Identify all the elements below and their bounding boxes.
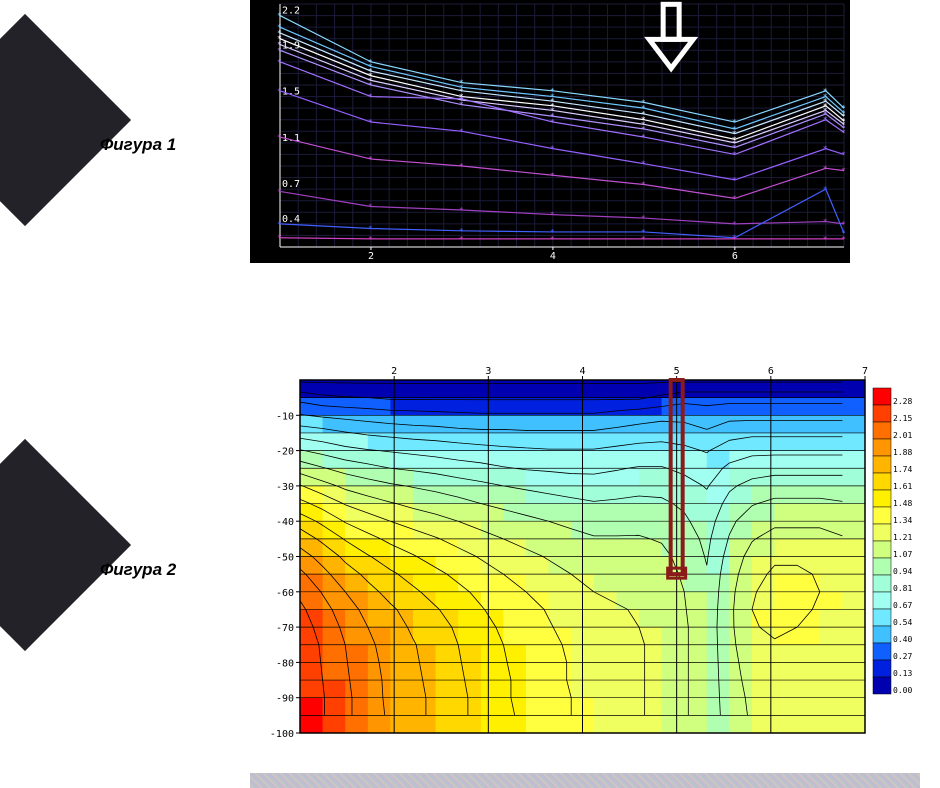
svg-text:*: * <box>550 118 555 127</box>
svg-text:1.74: 1.74 <box>893 465 912 474</box>
svg-text:*: * <box>368 224 373 233</box>
svg-text:2.01: 2.01 <box>893 431 912 440</box>
svg-text:*: * <box>277 234 282 243</box>
svg-text:*: * <box>732 176 737 185</box>
svg-text:-20: -20 <box>276 447 294 458</box>
svg-text:*: * <box>277 58 282 67</box>
svg-text:2.2: 2.2 <box>282 6 300 17</box>
svg-text:-50: -50 <box>276 553 294 564</box>
svg-text:*: * <box>550 145 555 154</box>
svg-text:-90: -90 <box>276 694 294 705</box>
svg-text:*: * <box>823 164 828 173</box>
chart-fig2: 2 3 4 5 6 7 -10 -20 -30 -40 -50 -60 -70 -80 -90 -100 2.2… <box>255 360 925 745</box>
svg-text:*: * <box>732 220 737 229</box>
svg-text:*: * <box>841 128 846 137</box>
svg-text:*: * <box>823 116 828 125</box>
svg-text:*: * <box>459 206 464 215</box>
svg-text:2.28: 2.28 <box>893 397 912 406</box>
svg-text:1.07: 1.07 <box>893 550 912 559</box>
pointer-fig1 <box>0 14 131 226</box>
svg-text:*: * <box>459 127 464 136</box>
svg-text:*: * <box>459 162 464 171</box>
noise-strip <box>250 773 920 788</box>
chart-fig1: 0.40.71.11.51.92.2246*******************… <box>250 0 850 263</box>
svg-text:*: * <box>550 171 555 180</box>
svg-text:-30: -30 <box>276 482 294 493</box>
svg-text:2.15: 2.15 <box>893 414 912 423</box>
svg-text:*: * <box>277 46 282 55</box>
svg-text:*: * <box>459 235 464 244</box>
svg-text:*: * <box>641 160 646 169</box>
svg-text:1.61: 1.61 <box>893 482 912 491</box>
svg-text:1.34: 1.34 <box>893 516 912 525</box>
svg-text:7: 7 <box>862 366 868 377</box>
label-fig2: Фигура 2 <box>100 560 176 580</box>
svg-text:*: * <box>368 235 373 244</box>
svg-text:*: * <box>550 211 555 220</box>
svg-text:3: 3 <box>485 366 491 377</box>
svg-text:2: 2 <box>368 251 374 262</box>
svg-text:*: * <box>277 87 282 96</box>
svg-text:*: * <box>823 145 828 154</box>
svg-text:*: * <box>277 133 282 142</box>
svg-text:*: * <box>823 218 828 227</box>
svg-text:*: * <box>841 167 846 176</box>
svg-text:0.67: 0.67 <box>893 601 912 610</box>
svg-text:*: * <box>823 185 828 194</box>
svg-text:0.54: 0.54 <box>893 618 912 627</box>
svg-text:0.27: 0.27 <box>893 652 912 661</box>
svg-text:*: * <box>823 235 828 244</box>
svg-text:*: * <box>732 235 737 244</box>
svg-text:1.88: 1.88 <box>893 448 912 457</box>
svg-text:*: * <box>368 81 373 90</box>
svg-text:*: * <box>841 150 846 159</box>
svg-text:-100: -100 <box>270 729 294 740</box>
svg-text:*: * <box>459 95 464 104</box>
svg-text:*: * <box>277 12 282 21</box>
svg-text:-70: -70 <box>276 623 294 634</box>
svg-text:*: * <box>368 155 373 164</box>
svg-text:6: 6 <box>732 251 738 262</box>
svg-text:-80: -80 <box>276 658 294 669</box>
svg-text:*: * <box>550 235 555 244</box>
svg-text:*: * <box>368 118 373 127</box>
pointer-fig2 <box>0 439 131 651</box>
svg-text:*: * <box>841 235 846 244</box>
svg-text:0.4: 0.4 <box>282 214 300 225</box>
svg-text:0.40: 0.40 <box>893 635 912 644</box>
svg-text:*: * <box>277 187 282 196</box>
svg-text:0.81: 0.81 <box>893 584 912 593</box>
svg-text:1.48: 1.48 <box>893 499 912 508</box>
svg-text:*: * <box>732 150 737 159</box>
svg-text:0.13: 0.13 <box>893 669 912 678</box>
svg-text:*: * <box>641 133 646 142</box>
svg-text:*: * <box>641 235 646 244</box>
svg-text:4: 4 <box>580 366 586 377</box>
svg-text:*: * <box>368 93 373 102</box>
svg-text:2: 2 <box>391 366 397 377</box>
svg-text:1.21: 1.21 <box>893 533 912 542</box>
svg-text:0.00: 0.00 <box>893 686 912 695</box>
svg-text:6: 6 <box>768 366 774 377</box>
svg-text:*: * <box>641 181 646 190</box>
svg-text:0.7: 0.7 <box>282 179 300 190</box>
svg-text:*: * <box>641 214 646 223</box>
svg-text:5: 5 <box>674 366 680 377</box>
svg-text:-10: -10 <box>276 411 294 422</box>
svg-text:4: 4 <box>550 251 556 262</box>
svg-text:-60: -60 <box>276 588 294 599</box>
label-fig1: Фигура 1 <box>100 135 176 155</box>
svg-text:*: * <box>277 220 282 229</box>
svg-text:*: * <box>368 203 373 212</box>
svg-text:0.94: 0.94 <box>893 567 912 576</box>
svg-text:-40: -40 <box>276 517 294 528</box>
svg-text:*: * <box>732 194 737 203</box>
